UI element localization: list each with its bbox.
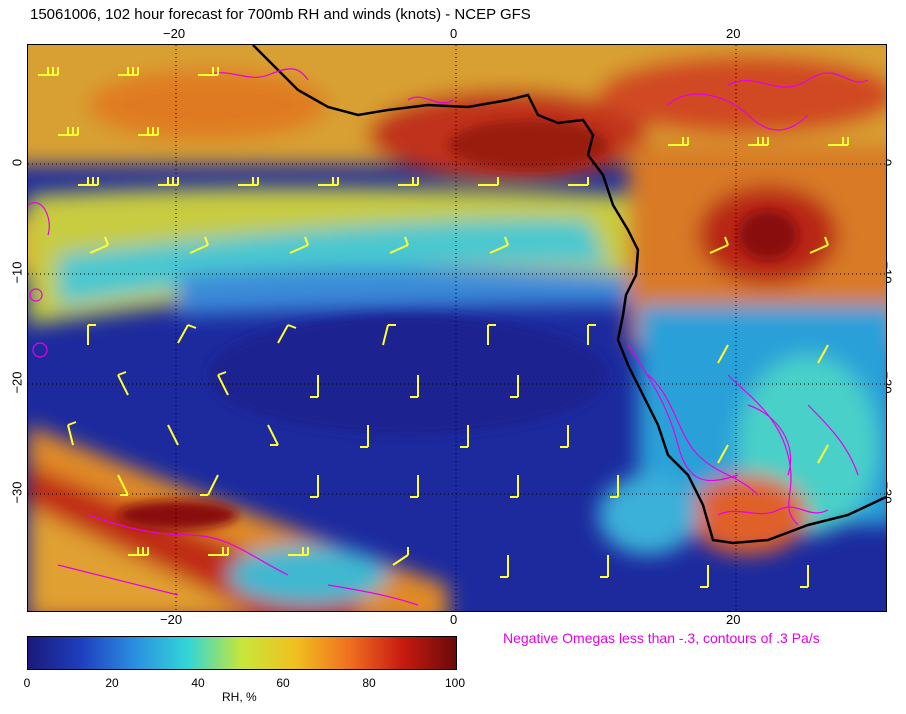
lon-label-top-east: 20 bbox=[726, 26, 741, 41]
lat-label-left-0: 0 bbox=[9, 158, 25, 167]
coastline bbox=[252, 45, 886, 545]
lon-label-bottom-west: −20 bbox=[160, 612, 183, 627]
map-canvas bbox=[28, 45, 886, 611]
map-title: 15061006, 102 hour forecast for 700mb RH… bbox=[30, 6, 531, 23]
lat-label-left-30: −30 bbox=[9, 481, 25, 504]
colorbar-tick-100: 100 bbox=[444, 676, 466, 690]
colorbar-tick-0: 0 bbox=[23, 676, 31, 690]
colorbar-title: RH, % bbox=[222, 690, 257, 704]
lon-label-bottom-zero: 0 bbox=[450, 612, 458, 627]
rh-field bbox=[28, 45, 886, 611]
colorbar-tick-20: 20 bbox=[105, 676, 119, 690]
lat-label-left-20: −20 bbox=[9, 371, 25, 394]
rh-colorbar bbox=[27, 636, 457, 670]
lat-label-left-10: −10 bbox=[9, 261, 25, 284]
lon-label-bottom-east: 20 bbox=[726, 612, 741, 627]
rh-field-detail bbox=[118, 120, 798, 530]
colorbar-tick-80: 80 bbox=[362, 676, 376, 690]
colorbar-tick-60: 60 bbox=[276, 676, 290, 690]
graticule bbox=[28, 45, 886, 611]
omega-contours bbox=[28, 68, 869, 606]
rh-wind-map bbox=[27, 44, 887, 612]
omega-note: Negative Omegas less than -.3, contours … bbox=[503, 630, 820, 646]
colorbar-tick-40: 40 bbox=[191, 676, 205, 690]
wind-barbs bbox=[38, 67, 849, 588]
lon-label-top-zero: 0 bbox=[450, 26, 458, 41]
lon-label-top-west: −20 bbox=[163, 26, 186, 41]
